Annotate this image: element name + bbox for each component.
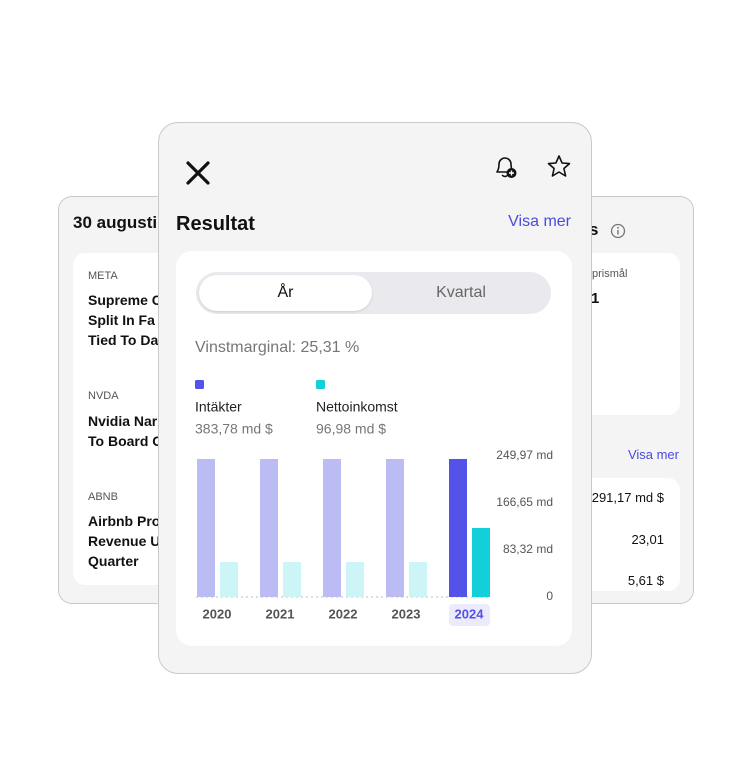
legend-label: Intäkter (195, 399, 242, 415)
legend-total: 383,78 md $ (195, 421, 273, 437)
target-label: prismål (592, 268, 628, 280)
bar (449, 458, 467, 597)
segmented-control: År Kvartal (196, 272, 551, 314)
x-tick-label: 2022 (329, 606, 358, 621)
headline-line: Tied To Da (88, 332, 159, 348)
stat: 5,61 $ (627, 573, 664, 588)
bar (472, 528, 490, 597)
bell-button[interactable] (491, 153, 519, 181)
chart-panel: År Kvartal Vinstmarginal: 25,31 % (176, 251, 572, 646)
ticker: ABNB (88, 491, 118, 503)
bar (220, 562, 238, 597)
bar (260, 458, 278, 597)
headline[interactable]: Airbnb Pro Revenue U Quarter (88, 511, 160, 571)
selected-category-bg (449, 604, 490, 626)
ticker: NVDA (88, 390, 119, 402)
ticker: META (88, 270, 118, 282)
x-tick-label: 2020 (203, 606, 232, 621)
bar (283, 562, 301, 597)
headline-line: Supreme C (88, 292, 162, 308)
bar (197, 458, 215, 597)
margin-text: Vinstmarginal: 25,31 % (195, 339, 360, 356)
info-icon[interactable] (610, 223, 626, 239)
target-value: 1 (591, 290, 600, 307)
section-title: Resultat (176, 213, 255, 235)
headline-line: Airbnb Pro (88, 513, 161, 529)
bar (409, 562, 427, 597)
stat: 23,01 (631, 532, 664, 547)
stats-panel: 291,17 md $ 23,01 5,61 $ (579, 478, 680, 591)
bar (346, 562, 364, 597)
headline[interactable]: Nvidia Nar To Board C (88, 411, 162, 451)
tab[interactable]: Kvartal (436, 284, 486, 301)
legend-total: 96,98 md $ (316, 421, 386, 437)
front-card: Resultat Visa mer År Kvartal Vinstmargin… (158, 122, 592, 674)
right-title: s (589, 220, 599, 239)
back-title: 30 augusti (73, 213, 158, 232)
stat: 291,17 md $ (591, 490, 664, 505)
legend-swatch (195, 380, 204, 389)
y-tick-label: 166,65 md (496, 495, 553, 509)
bar (323, 458, 341, 597)
y-tick-label: 83,32 md (503, 542, 553, 556)
x-tick-label: 2024 (455, 606, 485, 621)
headline-line: Split In Fa (88, 312, 155, 328)
headline-line: Quarter (88, 553, 139, 569)
x-tick-label: 2023 (392, 606, 421, 621)
star-button[interactable] (545, 153, 573, 181)
close-button[interactable] (185, 160, 211, 186)
headline-line: Revenue U (88, 533, 161, 549)
tab-selected[interactable]: År (199, 275, 372, 311)
y-tick-label: 249,97 md (496, 448, 553, 462)
legend-swatch (316, 380, 325, 389)
headline[interactable]: Supreme C Split In Fa Tied To Da (88, 290, 162, 350)
link[interactable]: Visa mer (508, 213, 571, 230)
legend-label: Nettoinkomst (316, 399, 398, 415)
headline-line: Nvidia Nar (88, 413, 158, 429)
bar (386, 458, 404, 597)
y-tick-label: 0 (546, 589, 553, 603)
link[interactable]: Visa mer (627, 447, 679, 462)
headline-line: To Board C (88, 433, 163, 449)
x-tick-label: 2021 (266, 606, 295, 621)
